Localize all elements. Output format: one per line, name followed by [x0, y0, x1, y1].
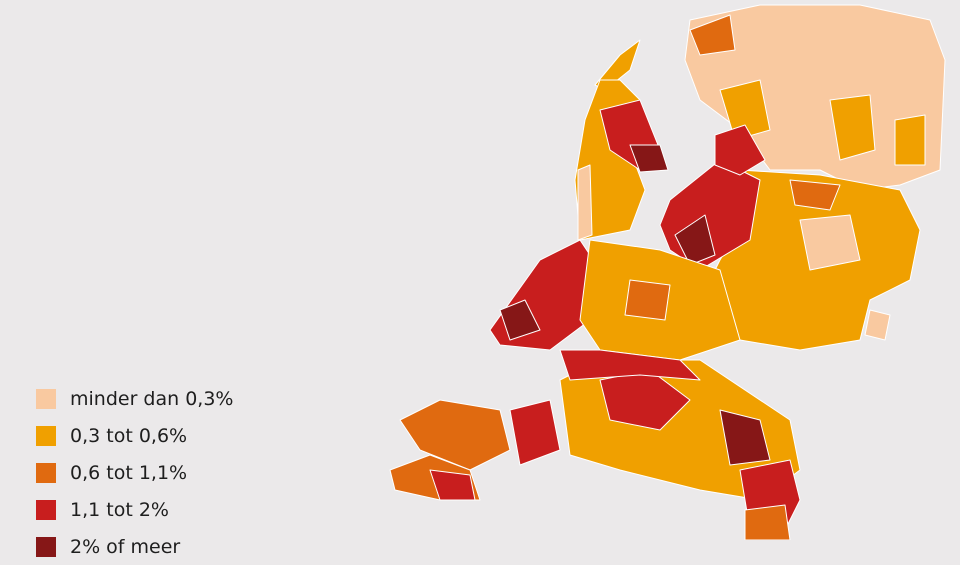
region-noord-oost-vlek-4: [689, 14, 736, 56]
region-zuid-holland-donker: [499, 299, 541, 341]
region-flevoland-donker: [674, 214, 716, 266]
legend-swatch: [36, 462, 56, 483]
legend-item: 0,3 tot 0,6%: [36, 417, 234, 454]
region-brabant-donker: [719, 409, 771, 466]
legend-swatch: [36, 425, 56, 446]
legend-label: 1,1 tot 2%: [70, 498, 169, 521]
region-west-friesland-donker: [629, 144, 669, 173]
region-zeeuws-vlaanderen-rood: [429, 469, 476, 501]
region-noord-holland-strip: [577, 164, 593, 241]
region-limburg-zuid: [744, 504, 791, 540]
legend-item: 1,1 tot 2%: [36, 491, 234, 528]
legend-swatch: [36, 388, 56, 409]
legend-label: minder dan 0,3%: [70, 387, 234, 410]
region-zeeland-noord: [399, 399, 511, 471]
legend-label: 2% of meer: [70, 535, 181, 558]
region-oost-vlek-1: [799, 214, 861, 271]
region-oost-vlek-3: [864, 309, 891, 341]
region-rivierengebied: [559, 349, 701, 381]
region-midden-vlek: [624, 279, 671, 321]
legend-swatch: [36, 499, 56, 520]
legend-label: 0,6 tot 1,1%: [70, 461, 188, 484]
legend-item: 2% of meer: [36, 528, 234, 565]
region-noord-oost-vlek-2: [829, 94, 876, 161]
legend-label: 0,3 tot 0,6%: [70, 424, 188, 447]
region-zeeland-rood: [509, 399, 561, 466]
legend-item: minder dan 0,3%: [36, 380, 234, 417]
choropleth-map: [389, 4, 946, 540]
legend: minder dan 0,3% 0,3 tot 0,6% 0,6 tot 1,1…: [36, 380, 234, 565]
region-noord-oost-vlek-1: [719, 79, 771, 141]
region-noordoostpolder: [714, 124, 766, 176]
region-oost-vlek-2: [789, 179, 841, 211]
region-noord-oost-vlek-3: [894, 114, 926, 166]
legend-item: 0,6 tot 1,1%: [36, 454, 234, 491]
